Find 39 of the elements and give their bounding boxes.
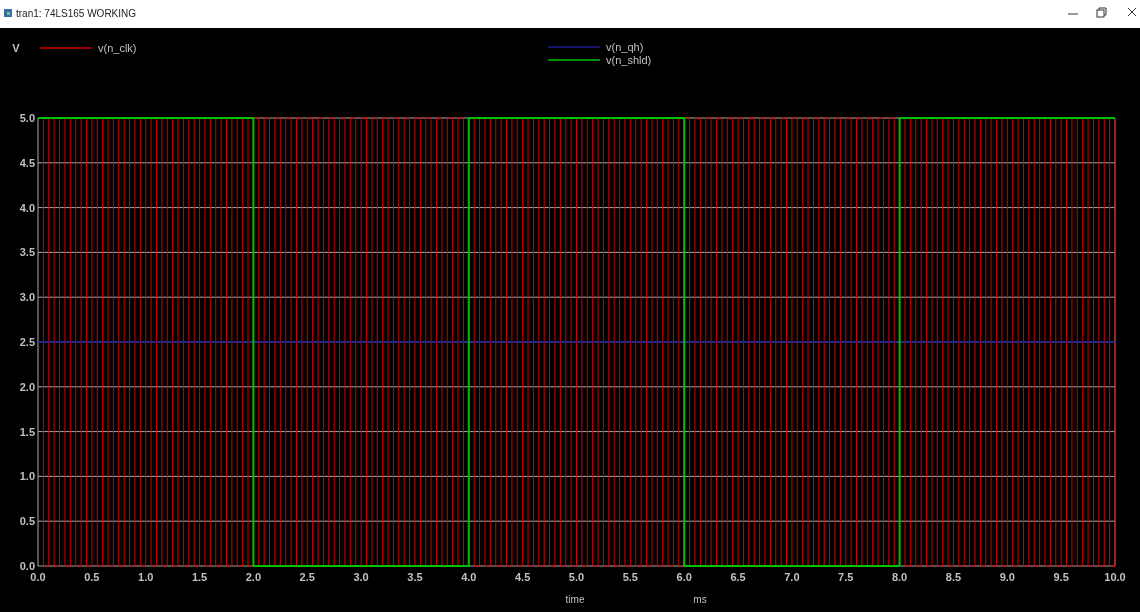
y-tick-label: 2.5	[19, 336, 35, 348]
x-tick-label: 7.5	[838, 571, 854, 583]
y-tick-label: 3.0	[19, 291, 35, 304]
x-tick-label: 3.5	[407, 571, 423, 583]
x-axis-title: time	[565, 594, 585, 605]
y-tick-label: 3.5	[19, 246, 35, 259]
y-tick-label: 1.5	[19, 425, 35, 438]
text: ms	[693, 594, 707, 605]
y-tick-label: 5.0	[19, 112, 35, 124]
x-tick-label: 8.0	[891, 571, 908, 583]
y-tick-label: 4.5	[19, 156, 35, 169]
y-tick-label: 2.0	[19, 380, 35, 393]
x-tick-label: 2.5	[299, 571, 315, 583]
x-tick-label: 4.5	[515, 571, 531, 583]
x-tick-label: 2.0	[245, 571, 262, 583]
y-tick-label: 1.0	[19, 470, 35, 483]
legend-label: v(n_shld)	[606, 54, 652, 66]
x-tick-label: 0.0	[30, 571, 46, 583]
x-tick-label: 9.5	[1053, 571, 1069, 583]
x-tick-label: 6.0	[676, 571, 692, 583]
x-tick-label: 4.0	[461, 571, 477, 583]
legend-label: v(n_qh)	[606, 41, 644, 53]
y-tick-label: 0.5	[19, 515, 35, 528]
text: V	[12, 42, 21, 54]
x-tick-label: 3.0	[353, 571, 369, 583]
x-tick-label: 7.0	[784, 571, 800, 583]
y-tick-label: 0.0	[19, 560, 35, 572]
x-tick-label: 10.0	[1104, 571, 1126, 583]
x-tick-label: 9.0	[999, 571, 1015, 583]
x-tick-label: 1.0	[138, 571, 154, 583]
y-tick-label: 4.0	[19, 201, 35, 214]
x-tick-label: 6.5	[730, 571, 746, 583]
x-tick-label: 5.0	[568, 571, 585, 583]
x-tick-label: 8.5	[945, 571, 962, 583]
x-tick-label: 5.5	[622, 571, 638, 583]
x-tick-label: 0.5	[84, 571, 100, 583]
chart-title: tran1: 74LS165 WORKING	[16, 8, 137, 19]
x-tick-label: 1.5	[191, 571, 208, 583]
legend-label: v(n_clk)	[98, 42, 137, 54]
